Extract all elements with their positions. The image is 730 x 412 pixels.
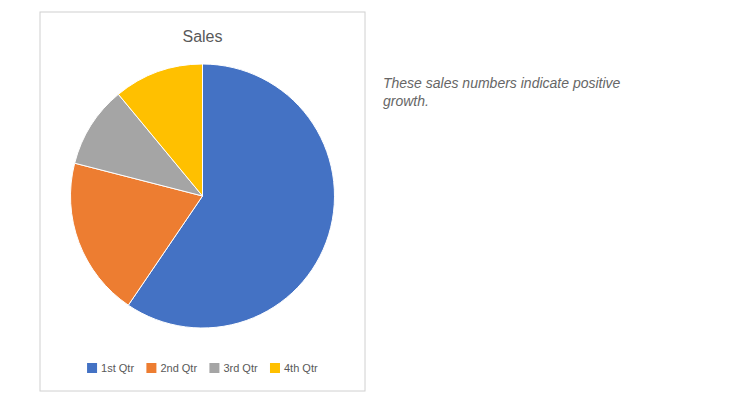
pie-group xyxy=(70,64,334,328)
legend-swatch xyxy=(209,363,219,373)
annotation-line: growth. xyxy=(383,93,429,109)
legend-item: 3rd Qtr xyxy=(209,362,258,374)
annotation-line: These sales numbers indicate positive xyxy=(383,75,621,91)
legend-item: 4th Qtr xyxy=(270,362,318,374)
chart-title: Sales xyxy=(182,28,222,45)
pie-slice xyxy=(118,64,202,196)
chart-svg: Sales 1st Qtr 2nd Qtr 3rd Qtr 4th Qtr These s… xyxy=(0,0,730,412)
legend-swatch xyxy=(270,363,280,373)
legend-swatch xyxy=(87,363,97,373)
legend-label: 1st Qtr xyxy=(101,362,134,374)
annotation: These sales numbers indicate positive gro… xyxy=(383,75,621,109)
legend-label: 2nd Qtr xyxy=(160,362,197,374)
chart-frame xyxy=(40,12,365,391)
legend: 1st Qtr 2nd Qtr 3rd Qtr 4th Qtr xyxy=(87,362,318,374)
chart-container: Sales 1st Qtr 2nd Qtr 3rd Qtr 4th Qtr These s… xyxy=(0,0,730,412)
legend-label: 4th Qtr xyxy=(284,362,318,374)
legend-swatch xyxy=(146,363,156,373)
legend-item: 2nd Qtr xyxy=(146,362,197,374)
legend-item: 1st Qtr xyxy=(87,362,134,374)
legend-label: 3rd Qtr xyxy=(223,362,258,374)
